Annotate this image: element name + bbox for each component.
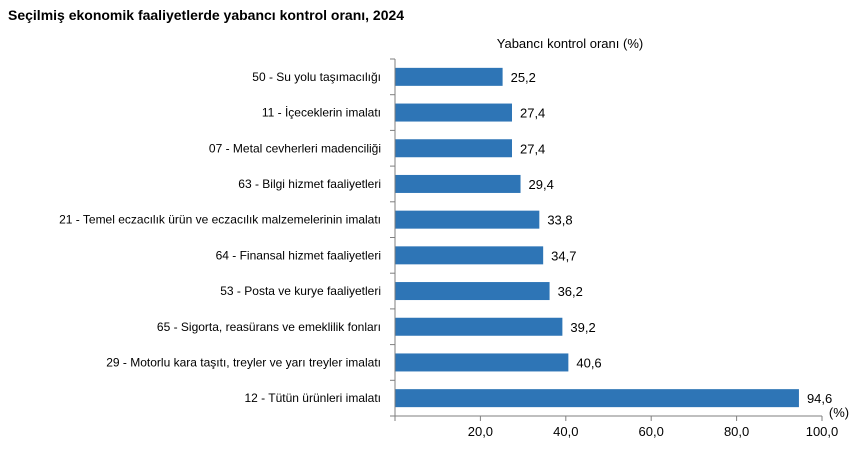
bar [395,353,569,372]
value-label: 94,6 [807,391,832,406]
category-label: 07 - Metal cevherleri madenciliği [209,141,381,155]
category-label: 64 - Finansal hizmet faaliyetleri [216,248,381,262]
value-label: 33,8 [547,213,572,228]
value-label: 36,2 [558,284,583,299]
bar [395,317,563,336]
bar [395,67,503,86]
x-axis-unit-label: (%) [829,405,849,420]
series-label: Yabancı kontrol oranı (%) [497,36,643,51]
bar [395,282,550,301]
category-label: 21 - Temel eczacılık ürün ve eczacılık m… [59,213,381,227]
bar [395,389,799,408]
value-label: 29,4 [529,177,554,192]
category-label: 63 - Bilgi hizmet faaliyetleri [238,177,381,191]
category-label: 50 - Su yolu taşımacılığı [252,70,381,84]
value-label: 27,4 [520,141,545,156]
x-tick-label: 40,0 [553,424,578,439]
bar [395,246,544,265]
category-label: 11 - İçeceklerin imalatı [262,106,381,120]
x-tick-label: 100,0 [806,424,839,439]
category-label: 29 - Motorlu kara taşıtı, treyler ve yar… [106,355,381,369]
value-label: 25,2 [511,70,536,85]
category-label: 65 - Sigorta, reasürans ve emeklilik fon… [157,320,381,334]
chart-title: Seçilmiş ekonomik faaliyetlerde yabancı … [8,7,405,23]
x-tick-label: 60,0 [639,424,664,439]
bar [395,174,521,193]
category-label: 12 - Tütün ürünleri imalatı [244,391,381,405]
bar [395,139,512,158]
bar [395,103,512,122]
value-label: 40,6 [576,355,601,370]
category-label: 53 - Posta ve kurye faaliyetleri [220,284,381,298]
value-label: 34,7 [551,248,576,263]
x-tick-label: 80,0 [724,424,749,439]
value-label: 39,2 [570,320,595,335]
value-label: 27,4 [520,106,545,121]
x-tick-label: 20,0 [468,424,493,439]
bar [395,210,540,229]
